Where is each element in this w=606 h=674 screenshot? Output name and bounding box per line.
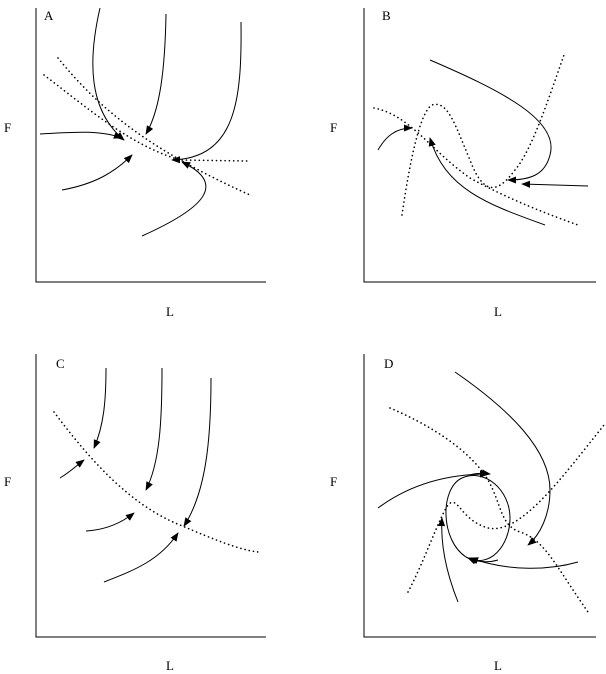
panel-a-trajectory-6 [141,161,207,237]
panel-d-letter: D [384,356,393,371]
panel-a-nullcline-1 [57,57,251,196]
panel-a-letter: A [44,8,54,23]
panel-a-nullcline-2 [43,74,251,162]
panel-b-trajectory-2 [428,137,546,226]
panel-c-axes [35,354,266,638]
panel-a-trajectory-3 [171,21,242,164]
panel-c-y-axis-label: F [4,474,11,489]
panel-b: B F L [330,8,596,319]
panel-b-letter: B [382,8,391,23]
panel-a-y-axis-label: F [4,120,11,135]
panel-b-nullcline-1 [373,107,579,226]
panel-b-nullcline-2 [401,54,565,216]
panel-a-trajectory-5 [61,154,133,191]
panel-b-axes [363,8,596,283]
panel-b-y-axis-label: F [330,120,337,135]
panel-d-limit-cycle [445,475,511,562]
panel-c: C F L [4,354,266,673]
panel-c-trajectory-1 [93,367,107,449]
panel-b-trajectory-3 [377,124,413,151]
panel-c-trajectory-5 [85,512,135,532]
panel-d-trajectory-4 [437,517,459,603]
panel-a-trajectory-2 [145,13,167,135]
panel-a-axes [35,8,266,283]
panel-b-trajectory-4 [521,180,589,188]
panel-c-letter: C [56,356,65,371]
panel-a-x-axis-label: L [166,304,174,319]
panel-d-trajectory-1 [454,371,551,546]
panel-c-nullcline-1 [53,411,259,553]
panel-d-trajectory-3 [469,557,579,569]
panel-a: A F L [4,7,266,319]
panel-b-trajectory-1 [429,59,552,184]
panel-a-trajectory-1 [92,7,125,141]
panel-d-trajectory-2 [377,470,489,509]
panel-d-axes [363,354,596,638]
panel-c-x-axis-label: L [166,658,174,673]
panel-d: D F L [330,354,605,673]
panel-b-x-axis-label: L [494,304,502,319]
panel-c-trajectory-6 [103,532,179,583]
panel-c-trajectory-4 [59,459,85,479]
panel-d-x-axis-label: L [494,658,502,673]
panel-d-y-axis-label: F [330,474,337,489]
panel-d-nullcline-2 [407,424,605,593]
panel-c-trajectory-3 [183,377,212,527]
panel-a-trajectory-4 [39,131,123,139]
panel-c-trajectory-2 [145,367,163,491]
panel-d-nullcline-1 [389,407,589,613]
